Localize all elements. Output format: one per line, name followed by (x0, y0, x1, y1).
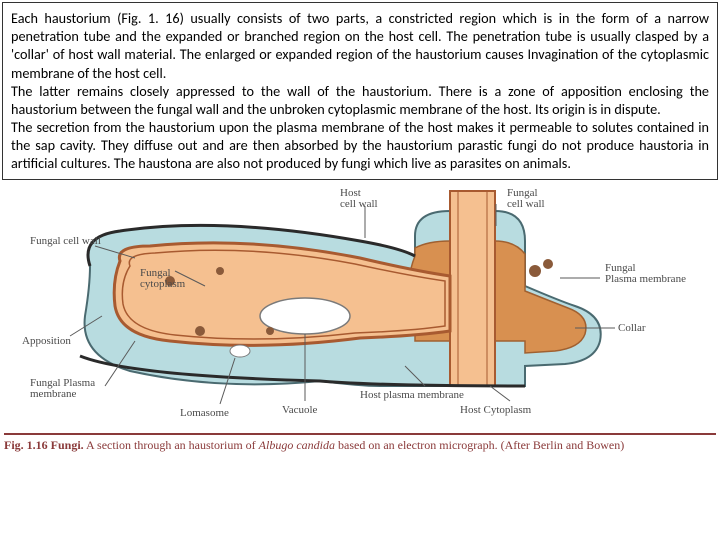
vacuole-shape (260, 298, 350, 334)
caption-fig-number: Fig. 1.16 Fungi. (4, 438, 84, 452)
figure-caption: Fig. 1.16 Fungi. A section through an ha… (4, 433, 716, 453)
caption-text-2: based on an electron micrograph. (After … (335, 438, 624, 452)
label-host-plasma-membrane: Host plasma membrane (360, 389, 464, 401)
paragraph-1: Each haustorium (Fig. 1. 16) usually con… (11, 9, 709, 82)
organelle (195, 326, 205, 336)
label-apposition: Apposition (22, 335, 71, 347)
lomasome-shape (230, 345, 250, 357)
leader-line (490, 386, 510, 401)
label-host-cytoplasm: Host Cytoplasm (460, 404, 532, 416)
label-fungal-cell-wall-left: Fungal cell wall (30, 235, 101, 247)
paragraph-3: The secretion from the haustorium upon t… (11, 118, 709, 172)
description-text: Each haustorium (Fig. 1. 16) usually con… (2, 2, 718, 180)
label-fungal-plasma-membrane-left: Fungal Plasmamembrane (30, 377, 95, 400)
organelle (216, 267, 224, 275)
label-fungal-cell-wall: Fungalcell wall (507, 187, 545, 210)
fungal-hypha-tube (450, 191, 495, 386)
organelle (529, 265, 541, 277)
label-fungal-plasma-membrane: FungalPlasma membrane (605, 262, 686, 285)
label-host-cell-wall: Hostcell wall (340, 187, 378, 210)
caption-species: Albugo candida (259, 438, 335, 452)
label-lomasome: Lomasome (180, 407, 229, 419)
caption-text-1: A section through an haustorium of (84, 438, 259, 452)
figure-container: Hostcell wall Fungalcell wall Fungal cel… (0, 182, 720, 431)
label-collar: Collar (618, 322, 646, 334)
label-vacuole: Vacuole (282, 404, 318, 416)
organelle (266, 327, 274, 335)
organelle (543, 259, 553, 269)
paragraph-2: The latter remains closely appressed to … (11, 82, 709, 118)
haustorium-diagram: Hostcell wall Fungalcell wall Fungal cel… (20, 186, 700, 426)
